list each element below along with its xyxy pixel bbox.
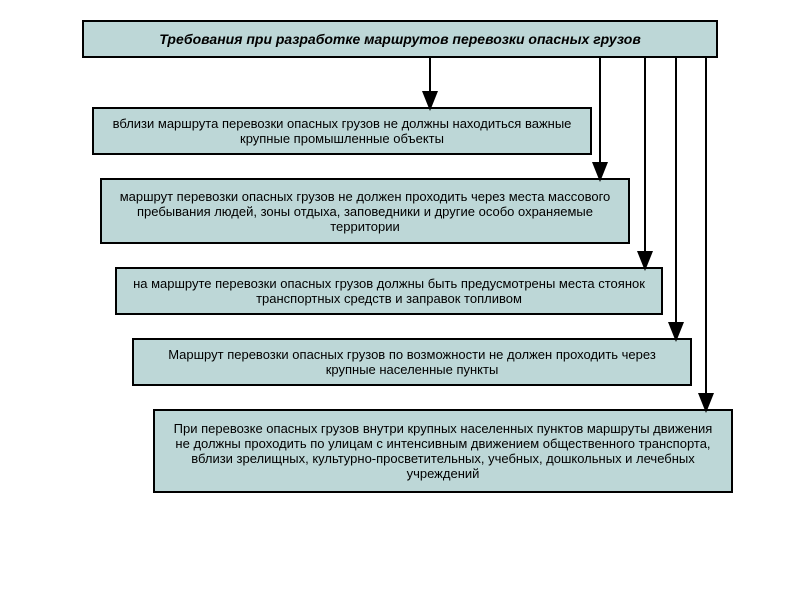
- requirement-box-3: на маршруте перевозки опасных грузов дол…: [115, 267, 663, 315]
- requirement-box-5: При перевозке опасных грузов внутри круп…: [153, 409, 733, 493]
- requirement-box-2: маршрут перевозки опасных грузов не долж…: [100, 178, 630, 244]
- diagram-header: Требования при разработке маршрутов пере…: [82, 20, 718, 58]
- requirement-box-1: вблизи маршрута перевозки опасных грузов…: [92, 107, 592, 155]
- requirement-box-4: Маршрут перевозки опасных грузов по возм…: [132, 338, 692, 386]
